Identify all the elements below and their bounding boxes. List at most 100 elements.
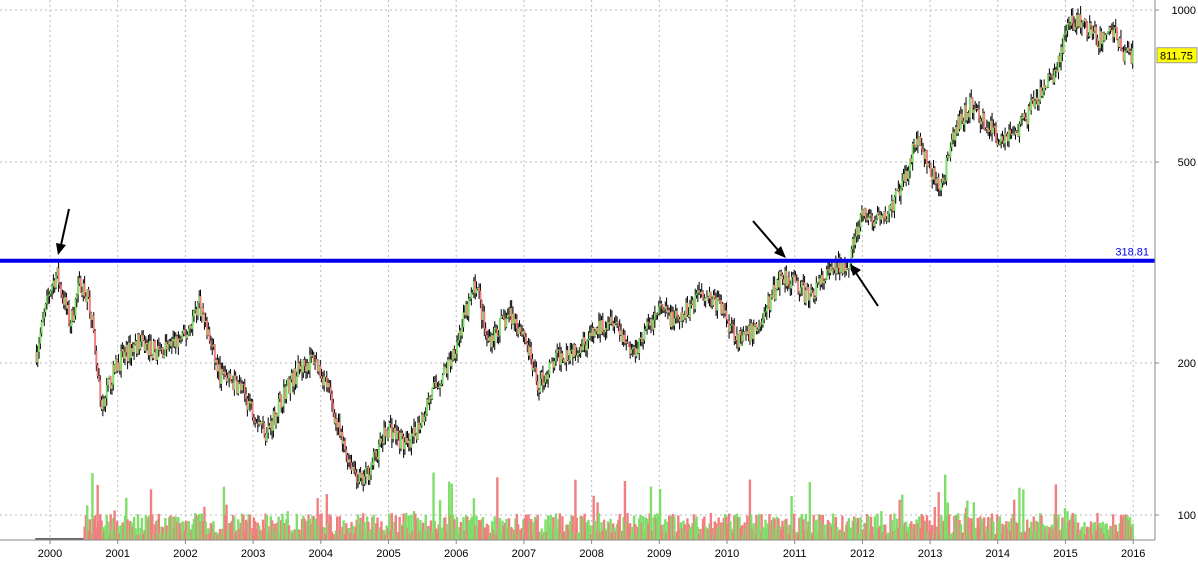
volume-bar: [1065, 529, 1068, 540]
volume-bar: [63, 538, 67, 540]
candle-body: [933, 168, 936, 180]
candle-body: [570, 349, 573, 351]
volume-bar: [153, 524, 157, 540]
volume-bar: [839, 532, 843, 540]
candle-body: [935, 179, 938, 184]
volume-bar: [703, 516, 706, 540]
volume-bar: [686, 518, 689, 540]
candle-body: [1024, 117, 1027, 120]
volume-bar: [373, 532, 377, 540]
candle-body: [522, 330, 525, 335]
volume-bar: [280, 520, 283, 540]
candle-body: [597, 320, 600, 335]
volume-bar: [640, 522, 644, 540]
volume-bar: [475, 515, 478, 540]
candle-body: [553, 360, 556, 368]
volume-bar: [921, 515, 925, 540]
candle-body: [815, 282, 818, 298]
volume-bar: [890, 520, 894, 540]
volume-bar: [438, 500, 442, 540]
candle-body: [928, 163, 931, 165]
candle-body: [1039, 87, 1042, 102]
candle-body: [802, 282, 805, 284]
candle-body: [381, 442, 384, 444]
volume-bar: [785, 518, 788, 540]
candle-body: [242, 383, 245, 385]
candle-body: [558, 349, 561, 365]
candle-body: [209, 341, 212, 346]
candle-body: [720, 300, 723, 314]
candle-body: [422, 414, 425, 422]
volume-bar: [808, 482, 812, 540]
volume-bar: [463, 530, 466, 540]
volume-bar: [709, 513, 713, 540]
volume-bar: [683, 524, 687, 540]
volume-bar: [238, 528, 241, 540]
volume-bar: [868, 530, 871, 540]
volume-bar: [694, 520, 697, 540]
volume-bar: [1003, 524, 1007, 540]
volume-bar: [485, 523, 489, 540]
candle-body: [795, 280, 798, 283]
volume-bar: [78, 538, 81, 540]
candle-body: [994, 125, 997, 141]
candle-body: [631, 347, 634, 350]
volume-bar: [889, 514, 892, 540]
candle-body: [912, 143, 915, 146]
candle-body: [945, 157, 948, 181]
volume-bar: [720, 522, 723, 540]
volume-bar: [40, 538, 43, 540]
candle-body: [518, 326, 521, 334]
candle-body: [424, 413, 427, 417]
candle-body: [329, 387, 332, 395]
volume-bar: [891, 531, 895, 540]
volume-bar: [832, 513, 835, 540]
volume-bar: [701, 518, 705, 540]
candle-body: [36, 352, 39, 363]
volume-bar: [563, 531, 567, 540]
candle-body: [195, 309, 198, 316]
volume-bar: [1070, 516, 1073, 540]
volume-bar: [326, 523, 330, 540]
candle-body: [159, 349, 162, 351]
candle-body: [910, 158, 913, 163]
volume-bar: [975, 529, 978, 540]
candle-body: [277, 398, 280, 417]
volume-bar: [255, 528, 258, 540]
candle-body: [398, 432, 401, 449]
volume-bar: [1085, 526, 1089, 540]
volume-bar: [363, 522, 366, 540]
volume-bar: [1050, 524, 1054, 540]
candle-body: [971, 97, 974, 113]
volume-bar: [597, 513, 601, 540]
volume-bar: [838, 529, 841, 540]
candle-body: [380, 438, 383, 443]
candle-body: [962, 120, 965, 125]
arrow-2011-retest: [850, 264, 879, 307]
candle-body: [897, 188, 900, 192]
y-tick-label: 500: [1178, 157, 1196, 169]
candle-body: [998, 142, 1001, 145]
candle-body: [636, 348, 639, 354]
candle-body: [758, 326, 761, 330]
candle-body: [224, 371, 227, 376]
volume-bar: [795, 531, 798, 540]
candle-body: [301, 366, 304, 373]
volume-bar: [71, 538, 75, 540]
candle-body: [850, 249, 853, 264]
volume-bar: [609, 518, 612, 540]
candle-body: [876, 212, 879, 220]
candle-body: [881, 215, 884, 218]
volume-bar: [928, 520, 931, 540]
candle-body: [776, 280, 779, 290]
volume-bar: [665, 531, 668, 540]
volume-bar: [312, 516, 315, 540]
candle-body: [1027, 106, 1030, 125]
volume-bar: [460, 530, 464, 540]
volume-bar: [865, 513, 869, 540]
x-tick-label: 2007: [512, 548, 536, 560]
candle-body: [306, 363, 309, 372]
volume-bar: [217, 533, 220, 540]
volume-bar: [251, 528, 254, 540]
candle-body: [643, 329, 646, 341]
